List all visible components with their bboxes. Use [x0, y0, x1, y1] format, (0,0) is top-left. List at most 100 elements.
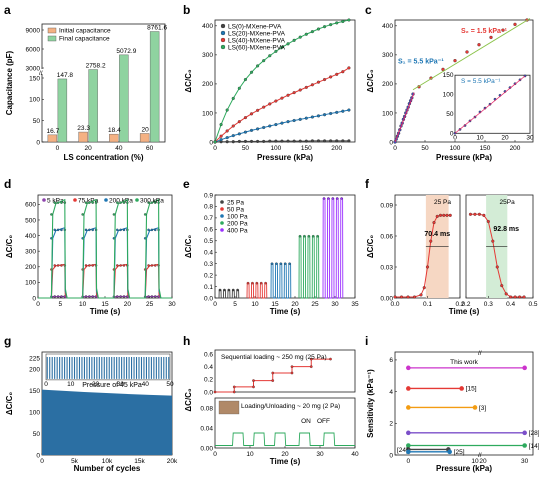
data-point — [316, 234, 319, 238]
data-point — [119, 264, 122, 267]
data-point — [150, 264, 154, 267]
x-tick-label: 150 — [301, 145, 312, 152]
y-tick-label: 100 — [382, 110, 393, 117]
fit-line — [394, 92, 415, 143]
data-point — [465, 50, 469, 54]
data-point — [256, 64, 260, 68]
data-point — [252, 385, 255, 389]
data-point — [50, 213, 53, 216]
legend-marker — [220, 228, 224, 232]
panel-d-frame — [37, 194, 173, 299]
x-tick-label: 30 — [168, 301, 176, 308]
inset-x-tick: 10 — [476, 134, 484, 141]
y-tick-label: 0.1 — [204, 284, 213, 291]
series-label: [24] — [397, 447, 408, 454]
annotation-bottom: Loading/Unloading ~ 20 mg (2 Pa) — [241, 403, 340, 410]
y-tick-label: 0 — [389, 452, 393, 459]
data-point — [268, 139, 272, 143]
x-tick-label: 30 — [331, 301, 339, 308]
data-point — [425, 265, 430, 269]
bar-label-final: 2758.2 — [86, 63, 106, 70]
x-tick-label: 10k — [102, 458, 113, 465]
bar-initial — [47, 134, 58, 143]
data-point — [147, 295, 150, 298]
series-line — [214, 67, 350, 143]
data-point — [84, 228, 88, 232]
x-tick-label: 0.5 — [528, 301, 537, 308]
data-point — [329, 139, 333, 143]
series-label: [28] — [529, 430, 539, 437]
data-point — [323, 77, 327, 82]
x-axis-label: Time (s) — [90, 307, 121, 316]
x-tick-label: 25 — [311, 301, 319, 308]
bar-label-initial: 18.4 — [108, 127, 121, 134]
x-tick-label: 20 — [281, 451, 289, 458]
data-point — [262, 125, 266, 130]
data-point — [323, 139, 327, 143]
panel-letter-h: h — [183, 334, 190, 348]
series-line — [38, 263, 172, 299]
legend-label: 400 Pa — [227, 227, 248, 234]
y-tick-label: 100 — [25, 280, 36, 287]
y-tick-label: 300 — [382, 52, 393, 59]
data-point — [243, 77, 247, 82]
data-point — [335, 72, 339, 76]
y-tick-label: 3000 — [26, 65, 41, 72]
data-point — [472, 405, 478, 410]
data-point — [442, 213, 446, 217]
bar-label-final: 5072.9 — [116, 48, 136, 55]
y-axis-label: ΔC/C₀ — [184, 388, 193, 412]
data-point — [81, 213, 84, 216]
y-tick-label: 0.06 — [380, 233, 393, 240]
x-tick-label: 15k — [134, 458, 145, 465]
photo-inset — [218, 400, 240, 415]
data-point — [406, 295, 410, 299]
y-tick-label: 0.04 — [200, 425, 213, 432]
data-point — [119, 295, 122, 298]
x-tick-label: 200 — [331, 145, 342, 152]
y-axis-label: ΔC/C₀ — [184, 69, 193, 93]
y-axis-label: Sensitivity (kPa⁻¹) — [366, 369, 375, 438]
data-point — [56, 295, 60, 298]
legend-marker — [220, 37, 226, 43]
panel-h-top-frame — [214, 349, 356, 393]
y-tick-label: 50 — [33, 118, 41, 125]
data-point — [91, 264, 94, 267]
data-point — [232, 385, 236, 389]
data-point — [88, 228, 91, 232]
x-tick-label: 0 — [393, 145, 397, 152]
data-point — [331, 197, 335, 200]
data-point — [280, 45, 284, 49]
data-point — [298, 35, 302, 39]
panel-letter-d: d — [4, 177, 11, 191]
data-point — [63, 201, 67, 204]
x-axis-label: Time (s) — [449, 307, 480, 316]
series-line — [38, 227, 172, 299]
data-point — [116, 228, 119, 232]
data-point — [112, 213, 116, 216]
data-point — [252, 379, 255, 382]
data-point — [347, 18, 351, 22]
x-tick-label: 0 — [36, 301, 40, 308]
data-point — [147, 228, 150, 232]
data-point — [256, 108, 260, 112]
x-tick-label: 40 — [115, 145, 123, 152]
data-point — [509, 295, 513, 299]
data-point — [412, 295, 417, 299]
data-point — [91, 295, 94, 298]
data-point — [419, 293, 423, 297]
data-point — [290, 365, 294, 369]
data-point — [290, 371, 294, 375]
y-tick-label: 6000 — [26, 46, 41, 53]
data-point — [84, 295, 88, 298]
data-point — [316, 80, 321, 84]
data-point — [119, 201, 122, 204]
data-point — [429, 239, 433, 243]
data-point — [60, 201, 63, 204]
x-tick-label: 5 — [233, 301, 237, 308]
data-point — [310, 139, 314, 143]
x-tick-label: 20 — [85, 145, 93, 152]
legend-marker — [220, 214, 224, 218]
y-tick-label: 0.08 — [200, 405, 213, 412]
